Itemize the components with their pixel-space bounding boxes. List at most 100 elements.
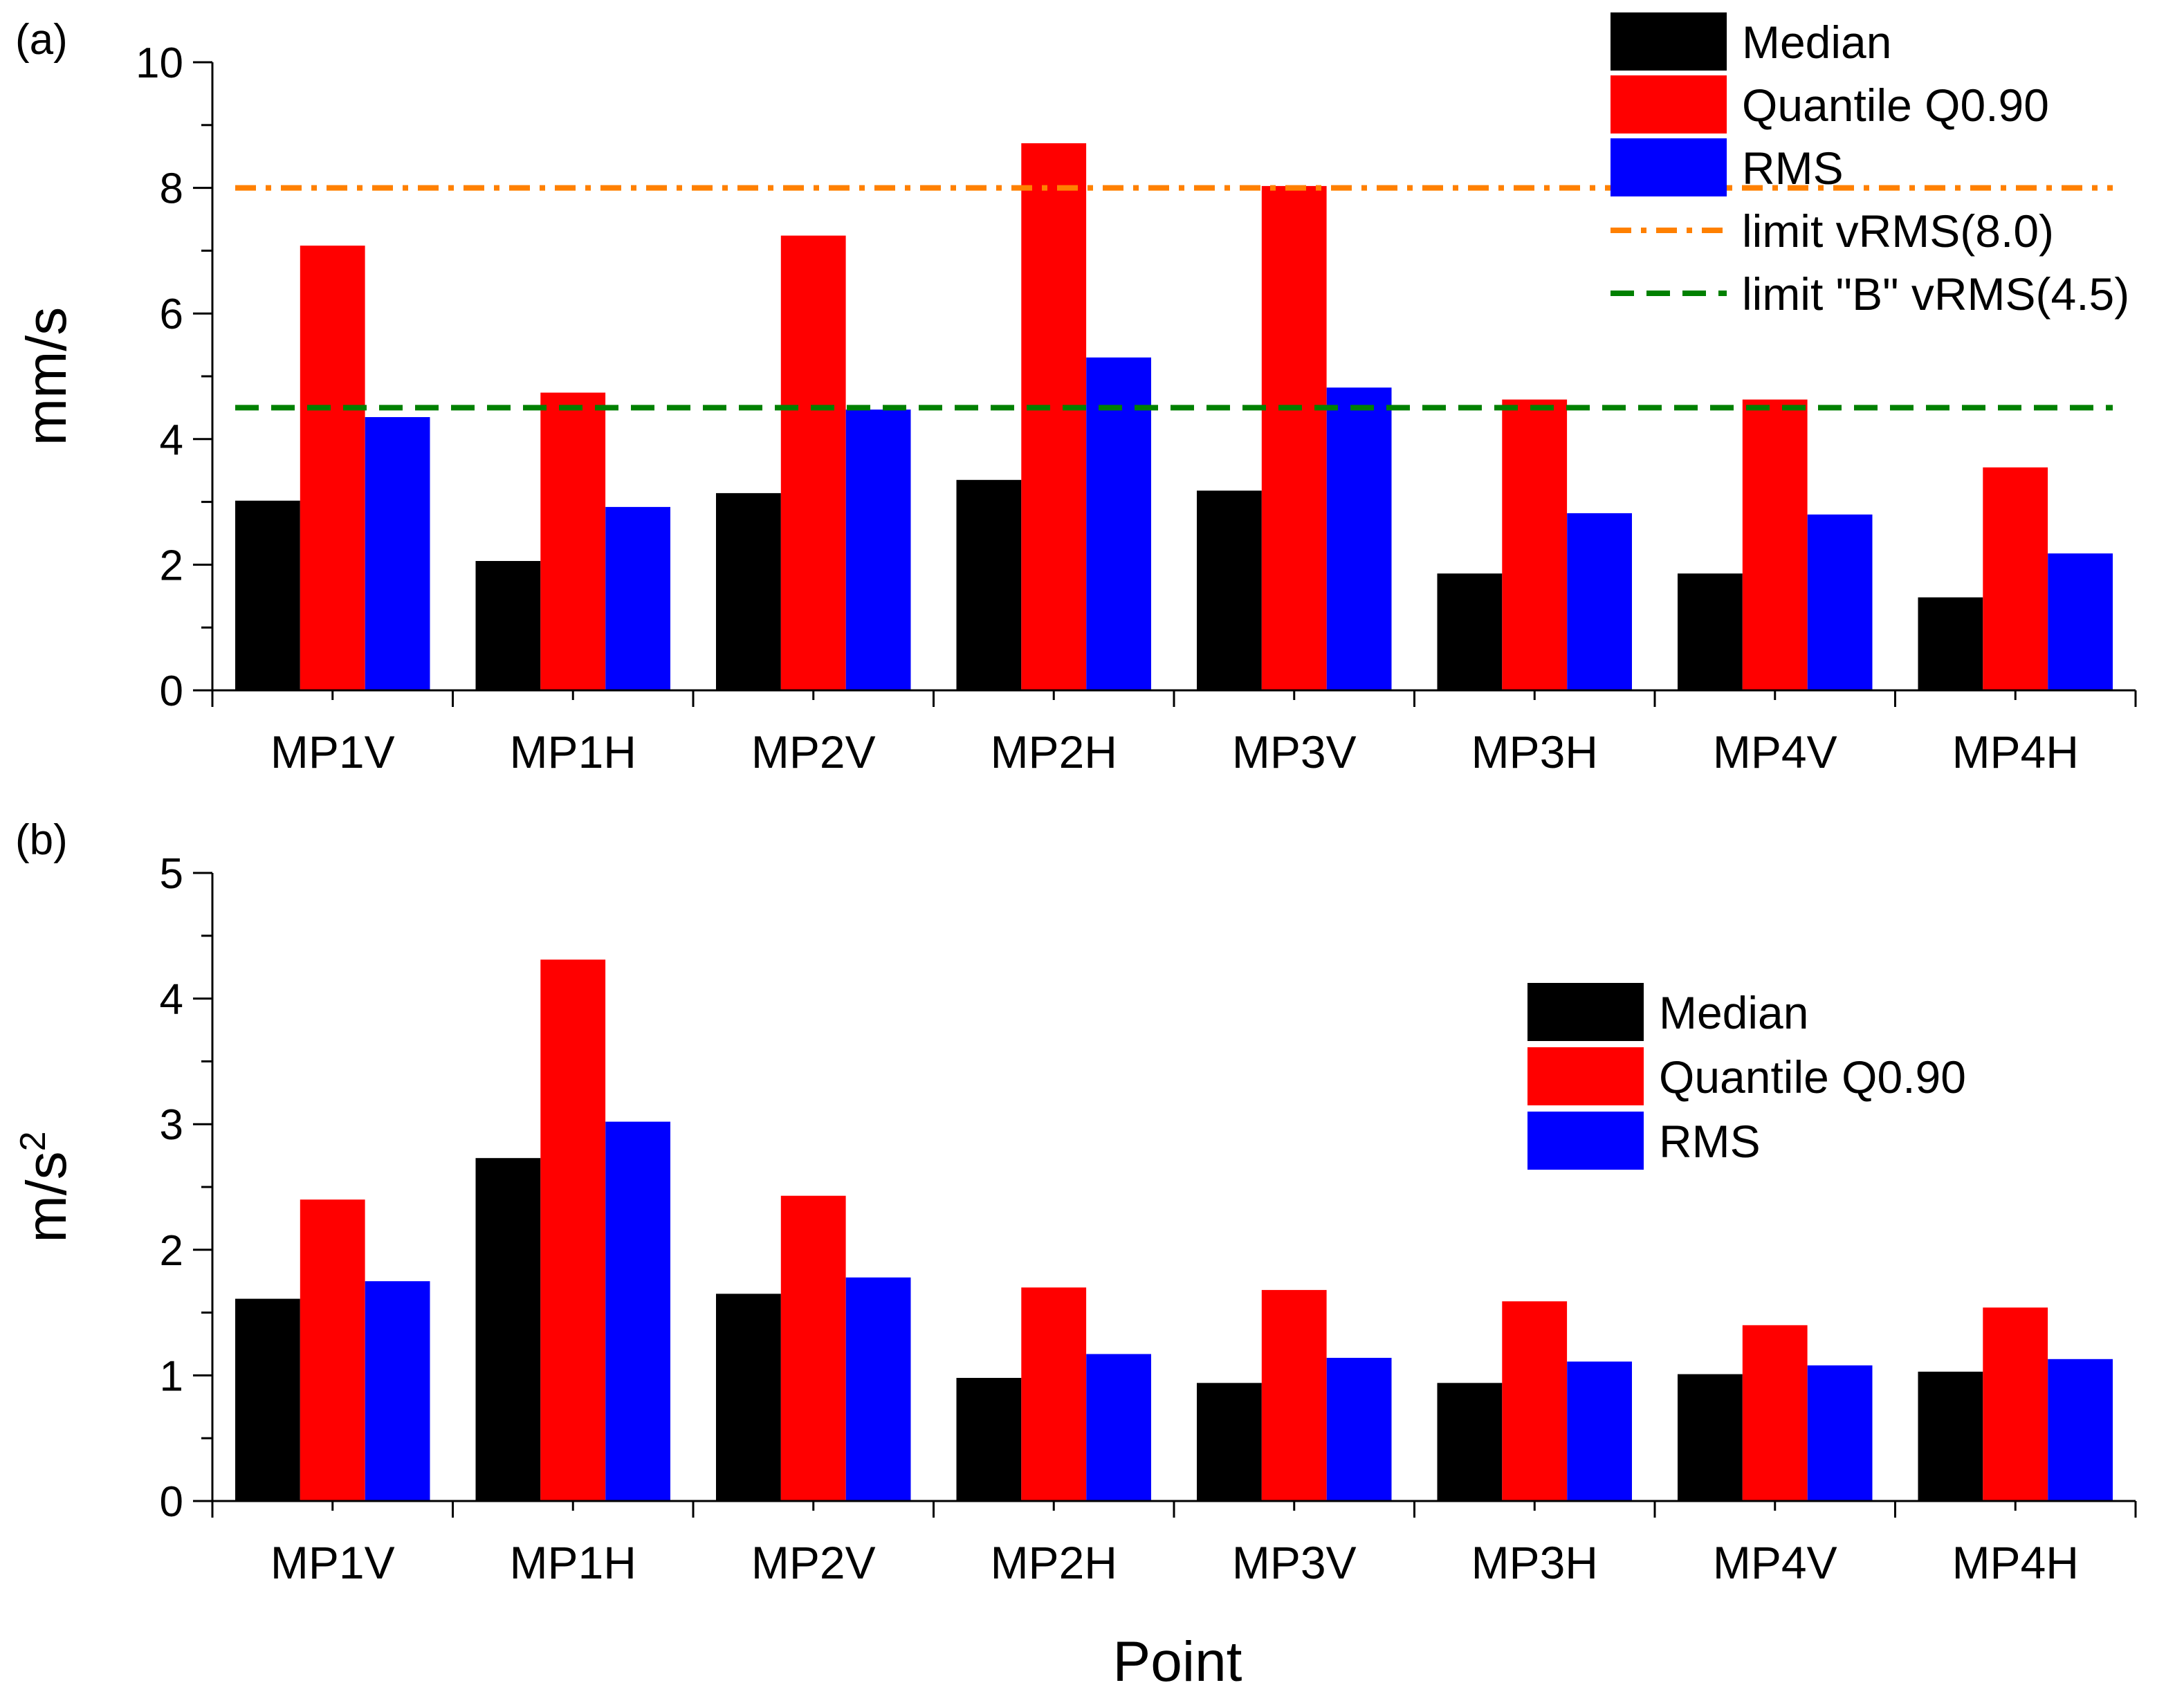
- panel-a-legend-swatch-quantile-q0-90: [1611, 75, 1727, 134]
- panel-a-x-tick-label-mp4h: MP4H: [1952, 726, 2079, 777]
- panel-b-legend-swatch-median: [1527, 983, 1644, 1041]
- panel-a-bar-mp2v-median: [716, 493, 781, 690]
- panel-a-x-tick-label-mp4v: MP4V: [1713, 726, 1837, 777]
- panel-a-bar-mp4v-median: [1678, 573, 1743, 690]
- panel-b-bar-mp3v-median: [1197, 1383, 1262, 1501]
- panel-a-bar-mp2h-median: [956, 479, 1022, 690]
- panel-a-tag: (a): [15, 16, 68, 64]
- panel-a-bar-mp1v-quantile-q0-90: [300, 246, 365, 691]
- panel-a-x-tick-label-mp2h: MP2H: [991, 726, 1117, 777]
- panel-b-legend-swatch-quantile-q0-90: [1527, 1047, 1644, 1105]
- panel-b-bar-mp4v-rms: [1807, 1365, 1873, 1501]
- panel-b-x-tick-label-mp1v: MP1V: [270, 1537, 395, 1588]
- panel-b-x-tick-label-mp1h: MP1H: [510, 1537, 636, 1588]
- panel-a-bar-mp3v-median: [1197, 490, 1262, 690]
- panel-b-bar-mp1h-quantile-q0-90: [540, 959, 606, 1501]
- panel-b-y-axis-title: m/s2: [13, 1131, 78, 1242]
- panel-a-y-tick-label: 6: [160, 291, 183, 338]
- panel-b-legend: Median Quantile Q0.90 RMS: [1527, 983, 1966, 1170]
- panel-a-bar-mp3h-quantile-q0-90: [1502, 399, 1568, 690]
- panel-a-bar-mp1h-quantile-q0-90: [540, 392, 606, 690]
- panel-a-y-tick-label: 0: [160, 668, 183, 715]
- panel-a-bar-mp2h-rms: [1086, 357, 1151, 690]
- panel-a-bar-mp3v-quantile-q0-90: [1261, 185, 1327, 690]
- panel-b-y-tick-label: 1: [160, 1352, 183, 1400]
- panel-b-legend-swatch-rms: [1527, 1112, 1644, 1170]
- panel-a-legend-label-quantile-q0-90: Quantile Q0.90: [1742, 80, 2049, 131]
- panel-a-bar-mp4v-quantile-q0-90: [1742, 399, 1808, 690]
- panel-b-bar-mp4v-quantile-q0-90: [1742, 1325, 1808, 1501]
- panel-a-bar-mp4v-rms: [1807, 514, 1873, 690]
- panel-b-bar-mp2v-rms: [845, 1277, 911, 1501]
- panel-b-x-tick-label-mp2v: MP2V: [751, 1537, 876, 1588]
- panel-b-bar-mp1h-rms: [605, 1121, 670, 1501]
- panel-a-x-tick-label-mp3v: MP3V: [1232, 726, 1357, 777]
- panel-a-bar-mp4h-quantile-q0-90: [1983, 467, 2048, 690]
- panel-a-y-tick-label: 10: [136, 39, 183, 87]
- panel-b-bar-mp1v-median: [235, 1298, 300, 1501]
- panel-b-bar-mp2h-quantile-q0-90: [1021, 1287, 1087, 1501]
- panel-a-bar-mp4h-median: [1918, 597, 1983, 690]
- panel-a-y-axis-title-text: mm/s: [15, 307, 78, 445]
- panel-a-bar-mp3v-rms: [1326, 387, 1392, 690]
- panel-a-legend-label-median: Median: [1742, 17, 1891, 68]
- panel-a-legend-label-rms: RMS: [1742, 142, 1844, 194]
- panel-b-bar-mp1v-rms: [365, 1281, 430, 1501]
- panel-a-bar-mp3h-median: [1437, 573, 1503, 690]
- panel-b-bar-mp3h-median: [1437, 1383, 1503, 1501]
- panel-a-legend: Median Quantile Q0.90 RMS limit vRMS(8.0) li…: [1611, 12, 2129, 320]
- panel-b-bar-mp3v-quantile-q0-90: [1261, 1289, 1327, 1501]
- panel-b-y-tick-label: 2: [160, 1227, 183, 1275]
- panel-b-legend-label-median: Median: [1659, 987, 1808, 1038]
- panel-b-x-tick-label-mp3h: MP3H: [1471, 1537, 1598, 1588]
- panel-a-y-tick-label: 4: [160, 416, 183, 464]
- panel-a-legend-label-limit-vrms-8-0: limit vRMS(8.0): [1742, 205, 2054, 257]
- panel-a-bar-mp4h-rms: [2048, 553, 2113, 690]
- panel-a-x-tick-label-mp1h: MP1H: [510, 726, 636, 777]
- panel-b-y-axis-title-superscript: 2: [13, 1131, 53, 1151]
- panel-b-x-tick-label-mp3v: MP3V: [1232, 1537, 1357, 1588]
- panel-b-x-tick-label-mp4h: MP4H: [1952, 1537, 2079, 1588]
- panel-a-legend-swatch-median: [1611, 12, 1727, 71]
- panel-b-bar-mp4h-quantile-q0-90: [1983, 1307, 2048, 1501]
- panel-a-x-tick-label-mp3h: MP3H: [1471, 726, 1598, 777]
- panel-b-bar-mp2h-rms: [1086, 1354, 1151, 1501]
- panel-a-bar-mp3h-rms: [1567, 513, 1632, 690]
- panel-a-bar-mp2v-quantile-q0-90: [780, 235, 846, 691]
- panel-b-bar-mp1v-quantile-q0-90: [300, 1199, 365, 1501]
- panel-b-bar-mp4v-median: [1678, 1374, 1743, 1501]
- panel-b-bar-mp4h-rms: [2048, 1359, 2113, 1501]
- panel-b-y-tick-label: 5: [160, 850, 183, 898]
- panel-a-y-tick-label: 2: [160, 542, 183, 589]
- panel-a-bar-mp2h-quantile-q0-90: [1021, 143, 1087, 691]
- panel-b-bar-mp4h-median: [1918, 1372, 1983, 1501]
- panel-b-y-tick-label: 3: [160, 1101, 183, 1149]
- panel-b-legend-label-rms: RMS: [1659, 1116, 1761, 1167]
- panel-a-bar-mp2v-rms: [845, 409, 911, 690]
- panel-b-bar-mp3h-quantile-q0-90: [1502, 1301, 1568, 1501]
- panel-b-bar-mp3h-rms: [1567, 1361, 1632, 1501]
- panel-b-legend-label-quantile-q0-90: Quantile Q0.90: [1659, 1051, 1966, 1103]
- panel-b: 0 1 2 3 4 5 MP1V MP1H MP2V MP2H MP3V MP3H MP4V MP4H (b…: [13, 816, 2137, 1588]
- panel-b-y-axis-title-text: m/s: [15, 1151, 78, 1242]
- panel-b-tag: (b): [15, 816, 68, 864]
- panel-a-x-tick-label-mp2v: MP2V: [751, 726, 876, 777]
- panel-b-x-tick-label-mp4v: MP4V: [1713, 1537, 1837, 1588]
- panel-a-legend-swatch-rms: [1611, 138, 1727, 196]
- panel-a-bar-mp1h-median: [475, 561, 541, 690]
- panel-b-bar-mp2v-median: [716, 1294, 781, 1501]
- panel-b-y-tick-label: 4: [160, 976, 183, 1024]
- panel-a: 0 2 4 6 8 10 MP1V MP1H MP2V MP2H MP3V MP3H MP4V MP4H (…: [15, 12, 2137, 777]
- x-axis-title: Point: [1113, 1630, 1242, 1693]
- panel-a-legend-label-limit-b-vrms-4-5: limit "B" vRMS(4.5): [1742, 268, 2129, 320]
- panel-b-y-tick-label: 0: [160, 1478, 183, 1526]
- panel-b-bar-mp1h-median: [475, 1158, 541, 1501]
- panel-b-bar-mp3v-rms: [1326, 1358, 1392, 1501]
- panel-a-y-axis-title: mm/s: [15, 307, 78, 445]
- panel-a-y-tick-label: 8: [160, 165, 183, 213]
- panel-a-bar-mp1v-median: [235, 500, 300, 690]
- panel-a-bar-mp1v-rms: [365, 417, 430, 690]
- panel-b-bar-mp2v-quantile-q0-90: [780, 1195, 846, 1501]
- panel-b-bar-mp2h-median: [956, 1378, 1022, 1501]
